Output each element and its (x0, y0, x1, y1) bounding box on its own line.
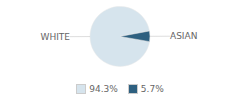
html-text:94.3%: 94.3% (89, 84, 118, 94)
html-text:5.7%: 5.7% (140, 84, 164, 94)
svg-text:ASIAN: ASIAN (170, 31, 197, 41)
svg-text:WHITE: WHITE (40, 32, 70, 42)
